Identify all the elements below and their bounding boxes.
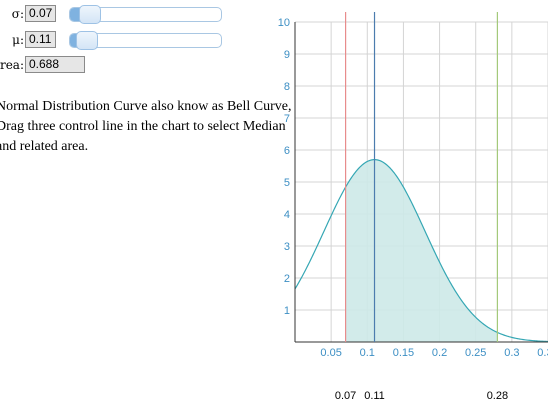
y-tick-label: 1 [284, 305, 290, 317]
description-line: and related area. [0, 139, 89, 154]
description: Normal Distribution Curve also know as B… [0, 97, 292, 157]
y-tick-label: 5 [284, 177, 290, 189]
sigma-label: σ: [11, 7, 24, 21]
x-tick-label: 0.35 [537, 347, 548, 359]
sigma-slider[interactable] [69, 5, 222, 24]
y-tick-label: 10 [278, 17, 290, 29]
y-tick-label: 8 [284, 81, 290, 93]
y-tick-label: 4 [284, 209, 290, 221]
bell-curve-line [294, 159, 548, 343]
x-tick-label: 0.15 [393, 347, 414, 359]
y-tick-label: 3 [284, 241, 290, 253]
left-control-line-label: 0.07 [335, 390, 356, 402]
mu-slider-handle[interactable] [76, 31, 99, 50]
mu-value-field[interactable]: 0.11 [25, 31, 56, 48]
area-label: Area: [0, 58, 24, 72]
mu-label: μ: [12, 33, 24, 47]
x-tick-label: 0.3 [504, 347, 519, 359]
mu-slider[interactable] [69, 31, 222, 50]
x-tick-label: 0.1 [360, 347, 375, 359]
y-tick-label: 9 [284, 49, 290, 61]
shaded-area [345, 159, 498, 342]
chart-grid [295, 21, 548, 342]
y-tick-label: 6 [284, 145, 290, 157]
control-lines: 0.07 0.11 0.28 [335, 12, 508, 402]
sigma-value-field[interactable]: 0.07 [25, 5, 56, 22]
median-control-line-label: 0.11 [364, 390, 385, 402]
x-tick-label: 0.05 [320, 347, 341, 359]
x-tick-label: 0.2 [432, 347, 447, 359]
x-tick-label: 0.25 [465, 347, 486, 359]
description-line: Drag three control line in the chart to … [0, 119, 286, 134]
y-tick-label: 2 [284, 273, 290, 285]
right-control-line-label: 0.28 [487, 390, 508, 402]
sigma-slider-handle[interactable] [79, 5, 102, 24]
area-value-field: 0.688 [25, 56, 85, 73]
description-line: Normal Distribution Curve also know as B… [0, 99, 292, 114]
